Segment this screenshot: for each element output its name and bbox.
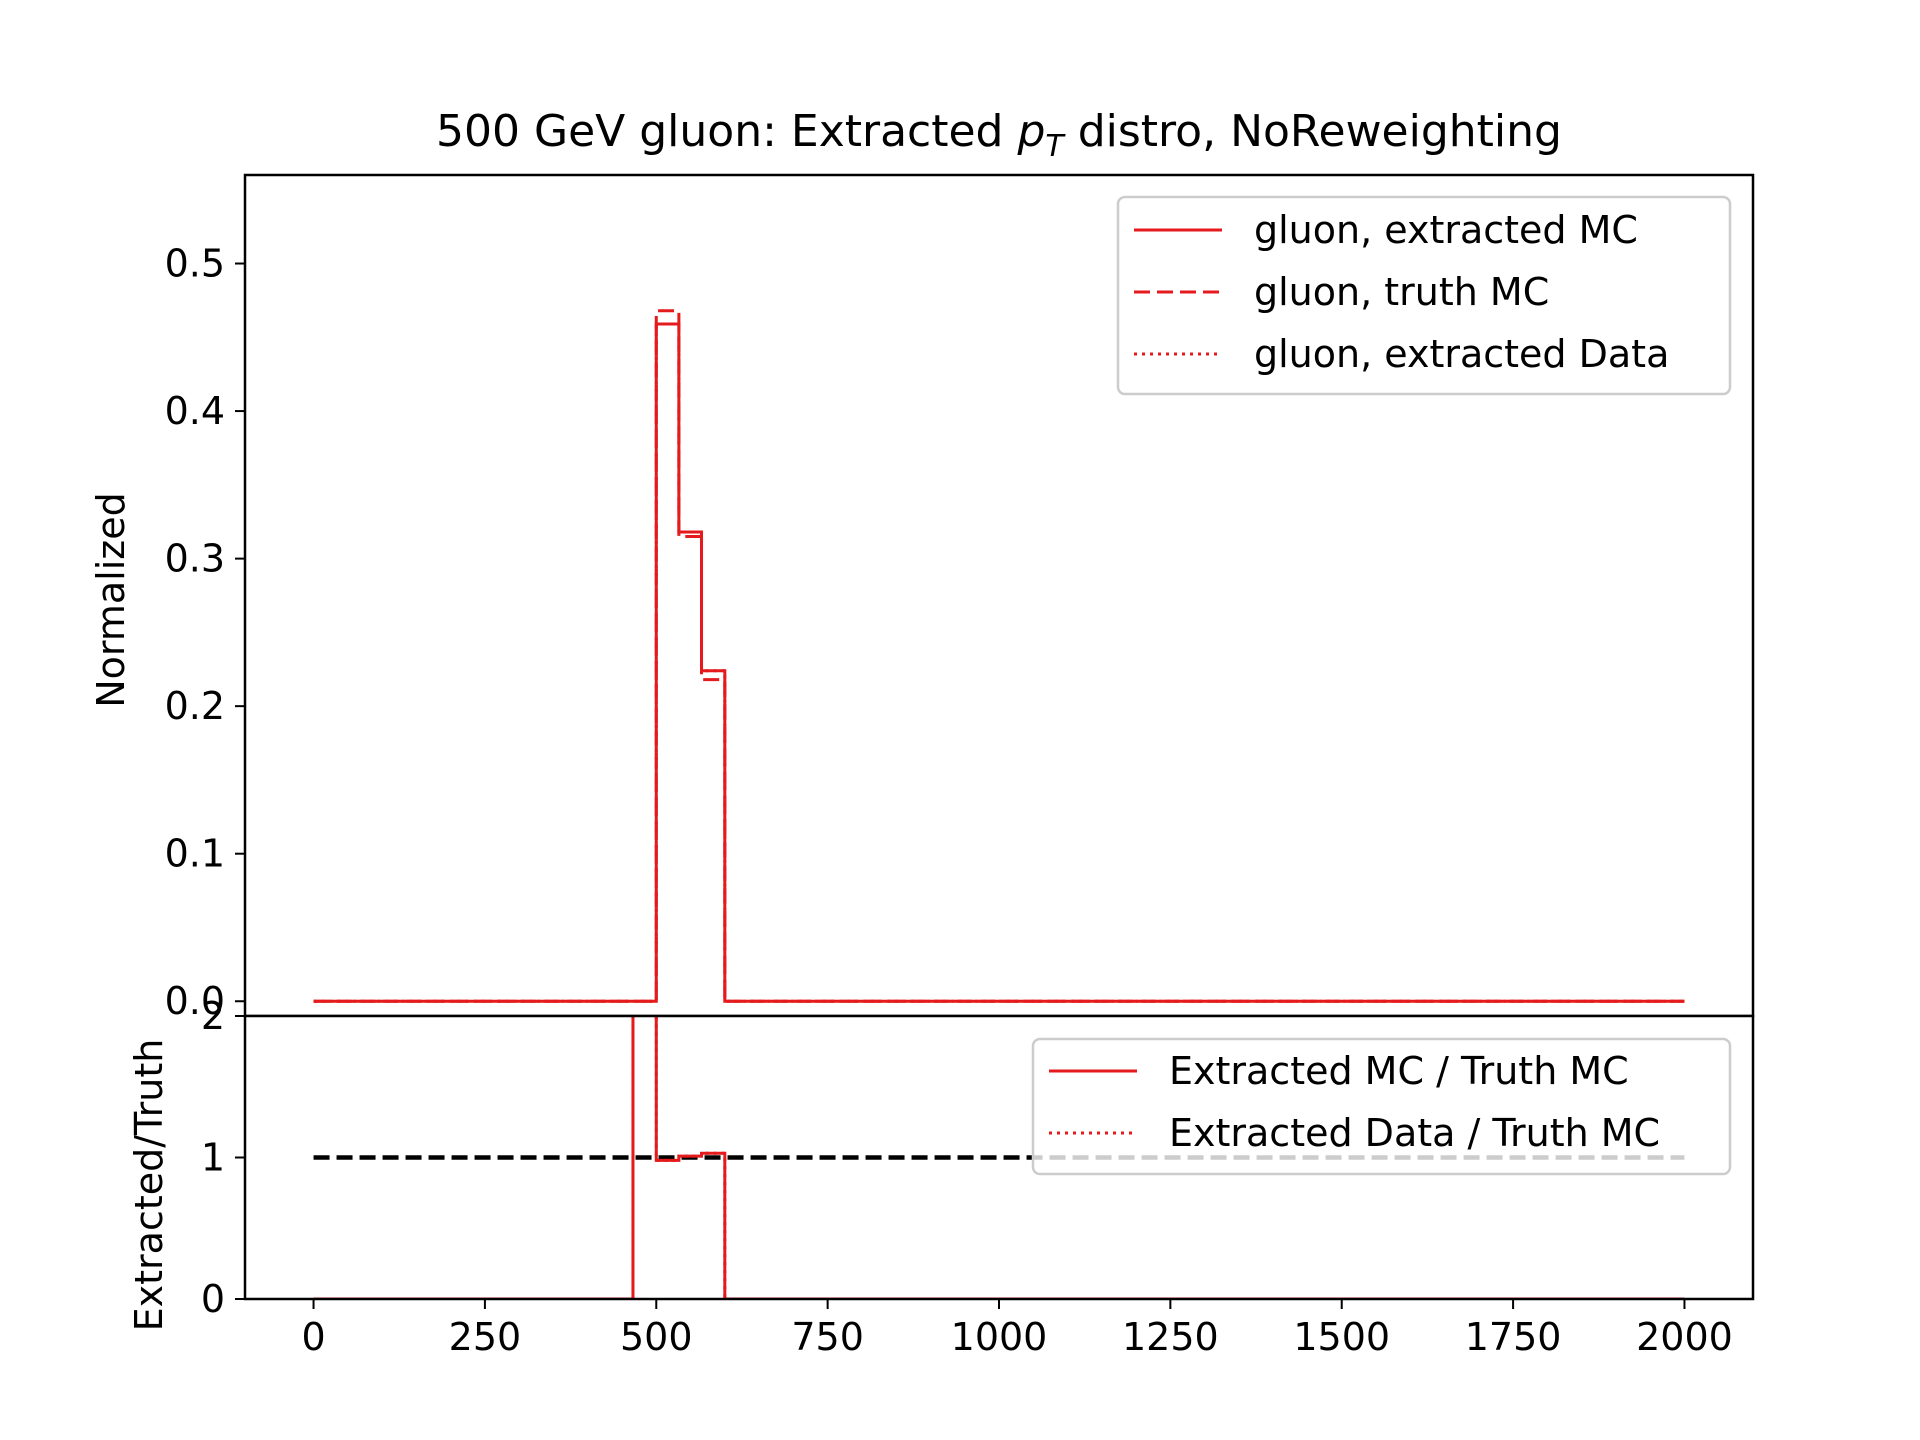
- main-panel: 0.0 0.1 0.2 0.3 0.4 0.5 Normalized gluon, ext…: [89, 173, 1755, 1023]
- x-ticks: 0 250 500 750 1000 1250 1500 1750 2000: [301, 1299, 1733, 1359]
- ratio-y-axis-label: Extracted/Truth: [127, 1039, 171, 1332]
- ratio-legend-label-0: Extracted MC / Truth MC: [1169, 1049, 1629, 1093]
- ratio-series-1-line: [313, 1016, 1685, 1299]
- x-tick-label: 1000: [951, 1315, 1048, 1359]
- x-tick-label: 250: [449, 1315, 522, 1359]
- main-series-group: [313, 309, 1685, 1003]
- main-y-ticks: 0.0 0.1 0.2 0.3 0.4 0.5: [165, 242, 245, 1023]
- main-y-tick-label: 0.4: [165, 389, 225, 433]
- x-tick-label: 500: [620, 1315, 693, 1359]
- main-series-1-line: [313, 309, 1685, 1003]
- main-y-axis-label: Normalized: [89, 492, 133, 708]
- ratio-y-tick-label: 2: [201, 994, 225, 1038]
- ratio-y-tick-label: 1: [201, 1136, 225, 1180]
- x-tick-label: 2000: [1636, 1315, 1733, 1359]
- main-y-tick-label: 0.1: [165, 832, 225, 876]
- ratio-legend-label-1: Extracted Data / Truth MC: [1169, 1111, 1660, 1155]
- ratio-axes-frame: [243, 1014, 1755, 1301]
- title-suffix: distro, NoReweighting: [1064, 106, 1562, 157]
- title-prefix: 500 GeV gluon: Extracted: [436, 106, 1017, 157]
- ratio-y-ticks: 0 1 2: [201, 994, 245, 1321]
- ratio-panel: 0 1 2 0 250 500 750 1000 1250 1500 1750 2000 Extra…: [127, 994, 1755, 1359]
- chart-title: 500 GeV gluon: Extracted pT distro, NoRe…: [436, 106, 1562, 164]
- main-legend-frame: [1116, 195, 1732, 396]
- main-series-2-line: [313, 322, 1685, 1003]
- ratio-legend: Extracted MC / Truth MC Extracted Data / …: [1031, 1037, 1732, 1176]
- x-tick-label: 1250: [1122, 1315, 1219, 1359]
- x-tick-label: 750: [791, 1315, 864, 1359]
- title-subscript: T: [1045, 129, 1066, 164]
- main-y-tick-label: 0.2: [165, 684, 225, 728]
- main-legend: gluon, extracted MC gluon, truth MC gluon,…: [1116, 195, 1732, 396]
- main-legend-label-2: gluon, extracted Data: [1254, 332, 1669, 376]
- main-y-tick-label: 0.0: [165, 979, 225, 1023]
- x-tick-label: 0: [301, 1315, 325, 1359]
- x-tick-label: 1750: [1465, 1315, 1562, 1359]
- main-legend-label-0: gluon, extracted MC: [1254, 208, 1638, 252]
- main-y-tick-label: 0.5: [165, 242, 225, 286]
- x-tick-label: 1500: [1293, 1315, 1390, 1359]
- main-y-tick-label: 0.3: [165, 537, 225, 581]
- main-legend-label-1: gluon, truth MC: [1254, 270, 1549, 314]
- ratio-legend-frame: [1031, 1037, 1732, 1176]
- ratio-y-tick-label: 0: [201, 1277, 225, 1321]
- title-symbol: p: [1016, 106, 1045, 157]
